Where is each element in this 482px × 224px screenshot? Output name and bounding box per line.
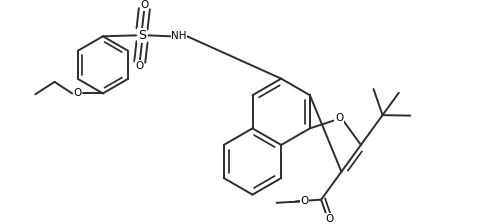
Text: O: O [73,88,82,98]
Text: O: O [140,0,148,10]
Text: O: O [335,113,343,123]
Text: S: S [138,29,146,42]
Text: O: O [300,196,308,207]
Text: O: O [325,214,334,224]
Text: O: O [135,61,144,71]
Text: NH: NH [171,31,187,41]
